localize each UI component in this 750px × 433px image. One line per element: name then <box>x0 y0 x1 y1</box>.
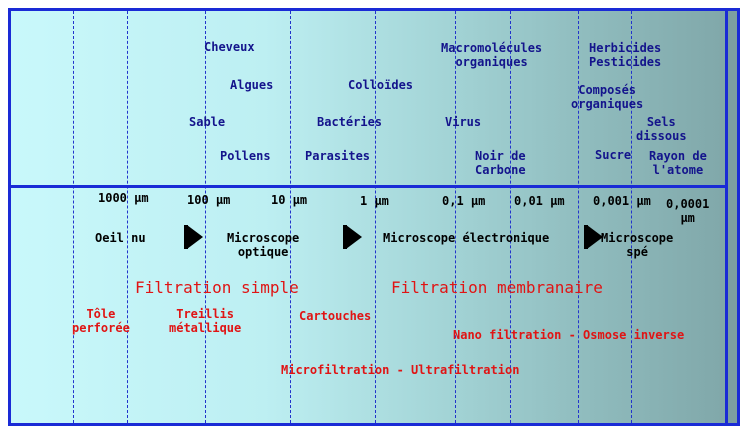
scale-line <box>455 11 456 423</box>
right-strip <box>725 11 737 423</box>
filter-cartouches: Cartouches <box>299 309 372 323</box>
label-cheveux: Cheveux <box>204 40 255 54</box>
scale-line <box>205 11 206 423</box>
label-macromolecules: Macromolécules organiques <box>441 41 543 69</box>
scale-10um: 10 µm <box>271 193 308 207</box>
label-bacteries: Bactéries <box>317 115 383 129</box>
label-sucre: Sucre <box>595 148 632 162</box>
label-colloides: Colloïdes <box>348 78 414 92</box>
label-rayon-atome: Rayon de l'atome <box>649 149 707 177</box>
label-algues: Algues <box>230 78 274 92</box>
arrow-right-icon <box>184 225 203 249</box>
arrow-right-icon <box>343 225 362 249</box>
filtration-simple: Filtration simple <box>135 278 299 297</box>
filter-treillis-metallique: Treillis métallique <box>169 307 242 335</box>
arrow-right-icon <box>584 225 603 249</box>
scale-line <box>127 11 128 423</box>
label-virus: Virus <box>445 115 482 129</box>
instrument-microscope-optique: Microscope optique <box>227 231 300 259</box>
label-sable: Sable <box>189 115 226 129</box>
scale-100um: 100 µm <box>187 193 231 207</box>
scale-line <box>578 11 579 423</box>
label-herbicides-pesticides: Herbicides Pesticides <box>589 41 662 69</box>
label-noir-de-carbone: Noir de Carbone <box>475 149 526 177</box>
scale-line <box>375 11 376 423</box>
scale-0-0001um: 0,0001 µm <box>666 197 710 225</box>
instrument-microscope-electronique: Microscope électronique <box>383 231 550 245</box>
label-parasites: Parasites <box>305 149 371 163</box>
label-sels-dissous: Sels dissous <box>636 115 687 143</box>
scale-0-001um: 0,001 µm <box>593 194 651 208</box>
label-composes-organiques: Composés organiques <box>571 83 644 111</box>
filter-nano-osmose: Nano filtration - Osmose inverse <box>453 328 685 342</box>
scale-line <box>631 11 632 423</box>
scale-0-1um: 0,1 µm <box>442 194 486 208</box>
scale-line <box>290 11 291 423</box>
scale-line <box>510 11 511 423</box>
diagram-frame: Cheveux Algues Sable Pollens Colloïdes B… <box>8 8 740 426</box>
scale-1um: 1 µm <box>360 194 389 208</box>
instrument-microscope-spe: Microscope spé <box>601 231 674 259</box>
scale-line <box>73 11 74 423</box>
section-divider <box>11 185 725 188</box>
label-pollens: Pollens <box>220 149 271 163</box>
filter-tole-perforee: Tôle perforée <box>72 307 130 335</box>
filtration-membranaire: Filtration membranaire <box>391 278 603 297</box>
filter-micro-ultra: Microfiltration - Ultrafiltration <box>281 363 520 377</box>
instrument-oeil-nu: Oeil nu <box>95 231 146 245</box>
scale-0-01um: 0,01 µm <box>514 194 565 208</box>
scale-1000um: 1000 µm <box>98 191 149 205</box>
